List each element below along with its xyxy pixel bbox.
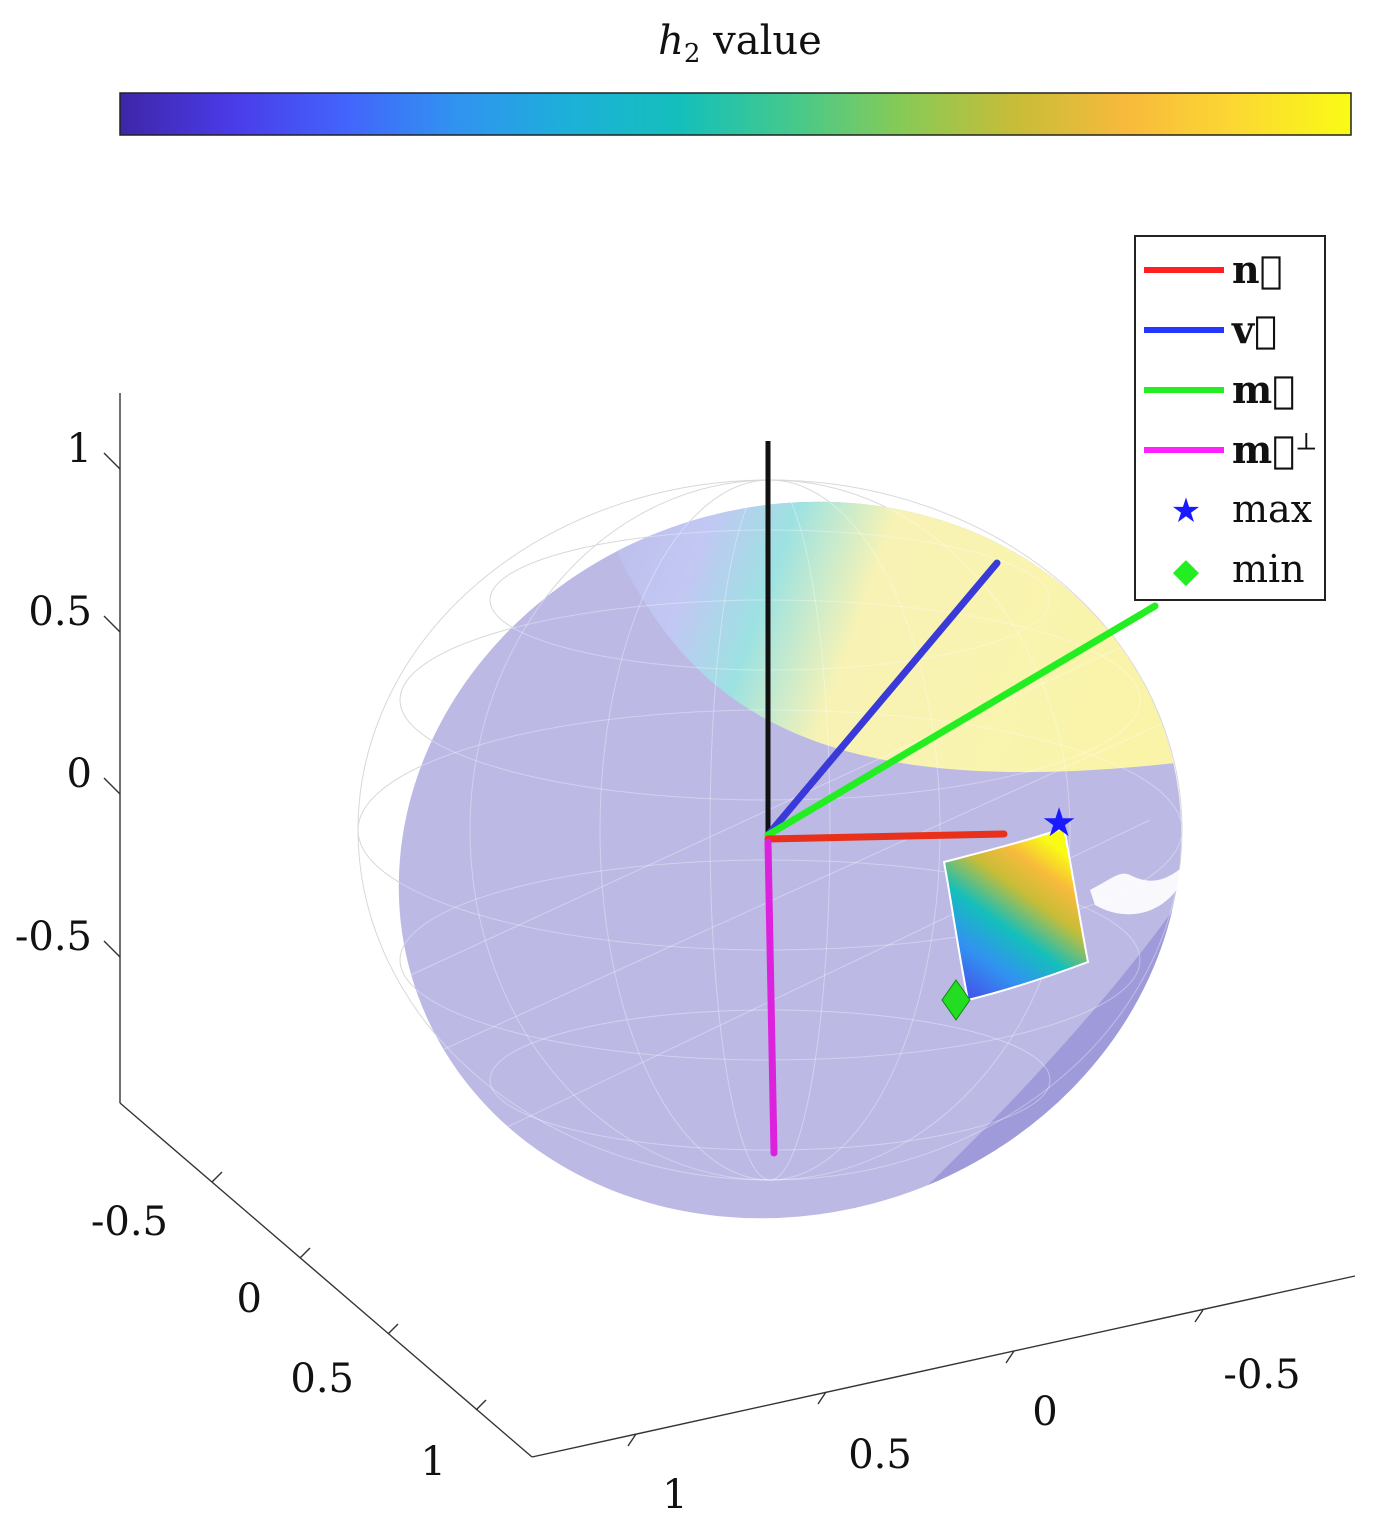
legend-label: min: [1232, 547, 1305, 591]
z-tick-label: 0: [67, 751, 92, 797]
legend-item: m⃗: [1136, 361, 1326, 417]
vector-n: [764, 830, 1008, 843]
min-marker: [941, 979, 971, 1021]
legend: n⃗ v⃗ m⃗ m⃗⊥ ★ max ◆ min: [1134, 235, 1326, 601]
legend-item: m⃗⊥: [1136, 421, 1326, 477]
y-axis-line: [531, 1275, 1356, 1458]
y-tick-label: -0.5: [1223, 1352, 1300, 1398]
legend-item: ◆ min: [1136, 541, 1326, 597]
legend-label: m⃗: [1232, 367, 1296, 412]
legend-item: n⃗: [1136, 241, 1326, 297]
legend-label: n⃗: [1232, 247, 1283, 292]
x-tick-label: 0: [237, 1276, 262, 1322]
legend-label: max: [1232, 487, 1313, 531]
axes-box: [119, 393, 1356, 1458]
legend-label: m⃗⊥: [1232, 427, 1318, 472]
y-tick-label: 0: [1032, 1389, 1057, 1435]
colorbar-title-var: h: [658, 18, 684, 64]
x-tick-label: 1: [421, 1439, 446, 1485]
z-tick-label: 1: [67, 426, 92, 472]
colorbar-title: h2 value: [540, 18, 940, 69]
h2-patch: [942, 826, 1090, 1002]
colorbar-title-rest: value: [700, 18, 822, 64]
vector-m-perp: [764, 838, 778, 1157]
x-axis-line: [119, 1102, 533, 1458]
legend-label: v⃗: [1232, 307, 1277, 352]
z-tick-label: -0.5: [15, 914, 92, 960]
legend-line-swatch: [1144, 267, 1224, 273]
y-tick-label: 1: [662, 1472, 687, 1518]
diamond-icon: ◆: [1172, 551, 1200, 591]
vector-v: [764, 559, 1001, 839]
x-tick-label: 0.5: [290, 1356, 354, 1402]
legend-line-swatch: [1144, 447, 1224, 453]
z-tick-label: 0.5: [28, 589, 92, 635]
legend-item: v⃗: [1136, 301, 1326, 357]
tick-marks: [103, 452, 1204, 1447]
star-icon: ★: [1170, 491, 1202, 531]
legend-line-swatch: [1144, 387, 1224, 393]
legend-item: ★ max: [1136, 481, 1326, 537]
vector-m: [764, 602, 1159, 839]
y-tick-label: 0.5: [848, 1432, 912, 1478]
legend-line-swatch: [1144, 327, 1224, 333]
colorbar-title-sub: 2: [683, 39, 701, 69]
max-marker: ★: [1041, 800, 1077, 846]
colorbar: [119, 92, 1352, 136]
x-tick-label: -0.5: [91, 1199, 168, 1245]
